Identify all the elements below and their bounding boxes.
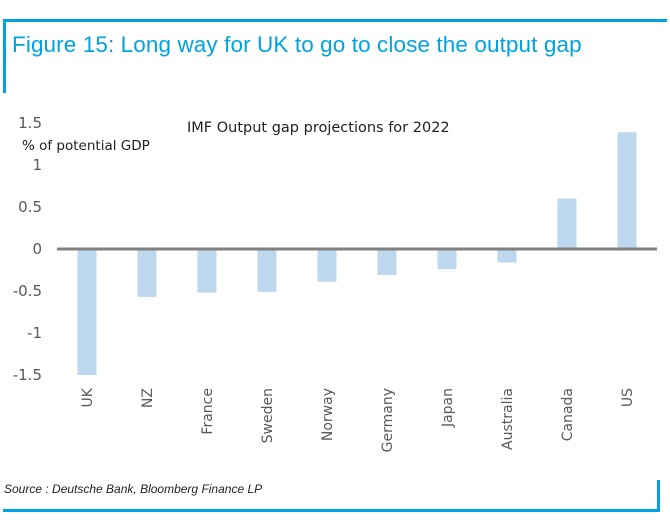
bar-germany (377, 249, 397, 276)
bar-us (617, 132, 637, 249)
bar-norway (317, 249, 337, 282)
bar-uk (77, 249, 97, 375)
bar-france (197, 249, 217, 293)
x-tick-label: France (200, 388, 216, 435)
bar-chart: IMF Output gap projections for 2022 % of… (13, 114, 657, 452)
x-tick-label: NZ (140, 388, 156, 408)
y-axis-unit-label: % of potential GDP (22, 138, 150, 154)
y-tick-label: -1.5 (13, 366, 42, 384)
bar-japan (437, 249, 457, 270)
y-tick-label: -1 (27, 324, 42, 342)
x-axis-labels: UK NZ France Sweden Norway Germany Japan Austra… (80, 387, 636, 452)
chart-title: IMF Output gap projections for 2022 (187, 120, 450, 136)
y-tick-label: 0 (32, 240, 42, 258)
x-tick-label: US (620, 388, 636, 407)
frame-top-rule (3, 19, 667, 22)
y-tick-label: -0.5 (13, 282, 42, 300)
source-note: Source : Deutsche Bank, Bloomberg Financ… (4, 482, 263, 496)
bar-canada (557, 198, 577, 249)
y-tick-label: 1 (32, 156, 42, 174)
frame-right-rule (657, 480, 660, 512)
bar-nz (137, 249, 157, 297)
x-tick-label: Australia (500, 388, 516, 450)
y-axis-ticks: 1.5 1 0.5 0 -0.5 -1 -1.5 (13, 114, 42, 384)
x-tick-label: Norway (320, 388, 336, 441)
y-tick-label: 0.5 (18, 198, 42, 216)
y-tick-label: 1.5 (18, 114, 42, 132)
bar-australia (497, 249, 517, 263)
figure-title: Figure 15: Long way for UK to go to clos… (12, 32, 582, 57)
frame-left-rule (3, 19, 6, 93)
x-tick-label: Canada (560, 388, 576, 441)
x-tick-label: Sweden (260, 388, 276, 443)
bars (77, 132, 637, 375)
x-tick-label: Japan (440, 388, 456, 428)
x-tick-label: UK (80, 387, 96, 407)
bar-sweden (257, 249, 277, 292)
x-tick-label: Germany (380, 388, 396, 452)
frame-bottom-rule (3, 509, 660, 512)
